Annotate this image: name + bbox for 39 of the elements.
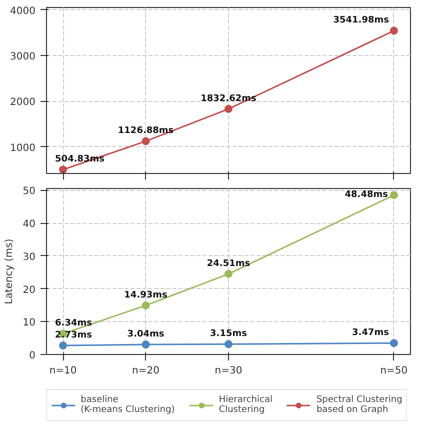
y-tick-label: 4000	[10, 6, 36, 17]
data-label: 2.73ms	[55, 330, 92, 341]
point	[390, 191, 398, 200]
point	[224, 270, 232, 278]
data-label: 3541.98ms	[333, 16, 389, 26]
data-label: 3.04ms	[127, 330, 164, 340]
x-tick-label: n=20	[132, 366, 160, 376]
y-tick-label: 0	[29, 350, 36, 362]
data-label: 6.34ms	[55, 318, 92, 329]
y-axis-title: Latency (ms)	[4, 238, 15, 304]
point	[59, 166, 68, 174]
point	[142, 340, 150, 348]
data-label: 24.51ms	[206, 258, 250, 269]
y-tick-label: 10	[22, 318, 36, 329]
point	[142, 137, 150, 146]
point	[142, 301, 150, 310]
point	[390, 26, 398, 35]
legend-label: baseline (K-means Clustering)	[80, 394, 175, 416]
x-tick-label: n=10	[49, 366, 77, 376]
y-tick-label: 20	[22, 284, 36, 296]
point	[59, 342, 68, 350]
data-label: 48.48ms	[344, 190, 388, 200]
y-tick-label: 40	[22, 219, 36, 230]
legend-label: Spectral Clustering based on Graph	[316, 394, 402, 416]
y-tick-label: 1000	[10, 142, 36, 154]
point	[224, 104, 232, 113]
data-label: 3.15ms	[210, 329, 247, 340]
data-label: 1126.88ms	[118, 126, 174, 136]
y-tick-label: 50	[22, 186, 36, 198]
data-label: 3.47ms	[352, 328, 389, 338]
data-label: 14.93ms	[124, 290, 168, 300]
legend-label: Hierarchical Clustering	[218, 394, 272, 416]
point	[224, 340, 232, 348]
point	[390, 339, 398, 348]
x-tick-label: n=30	[214, 366, 242, 376]
x-tick-label: n=50	[380, 366, 408, 376]
y-tick-label: 3000	[10, 52, 36, 63]
y-tick-label: 2000	[10, 97, 36, 108]
y-tick-label: 30	[22, 252, 36, 263]
